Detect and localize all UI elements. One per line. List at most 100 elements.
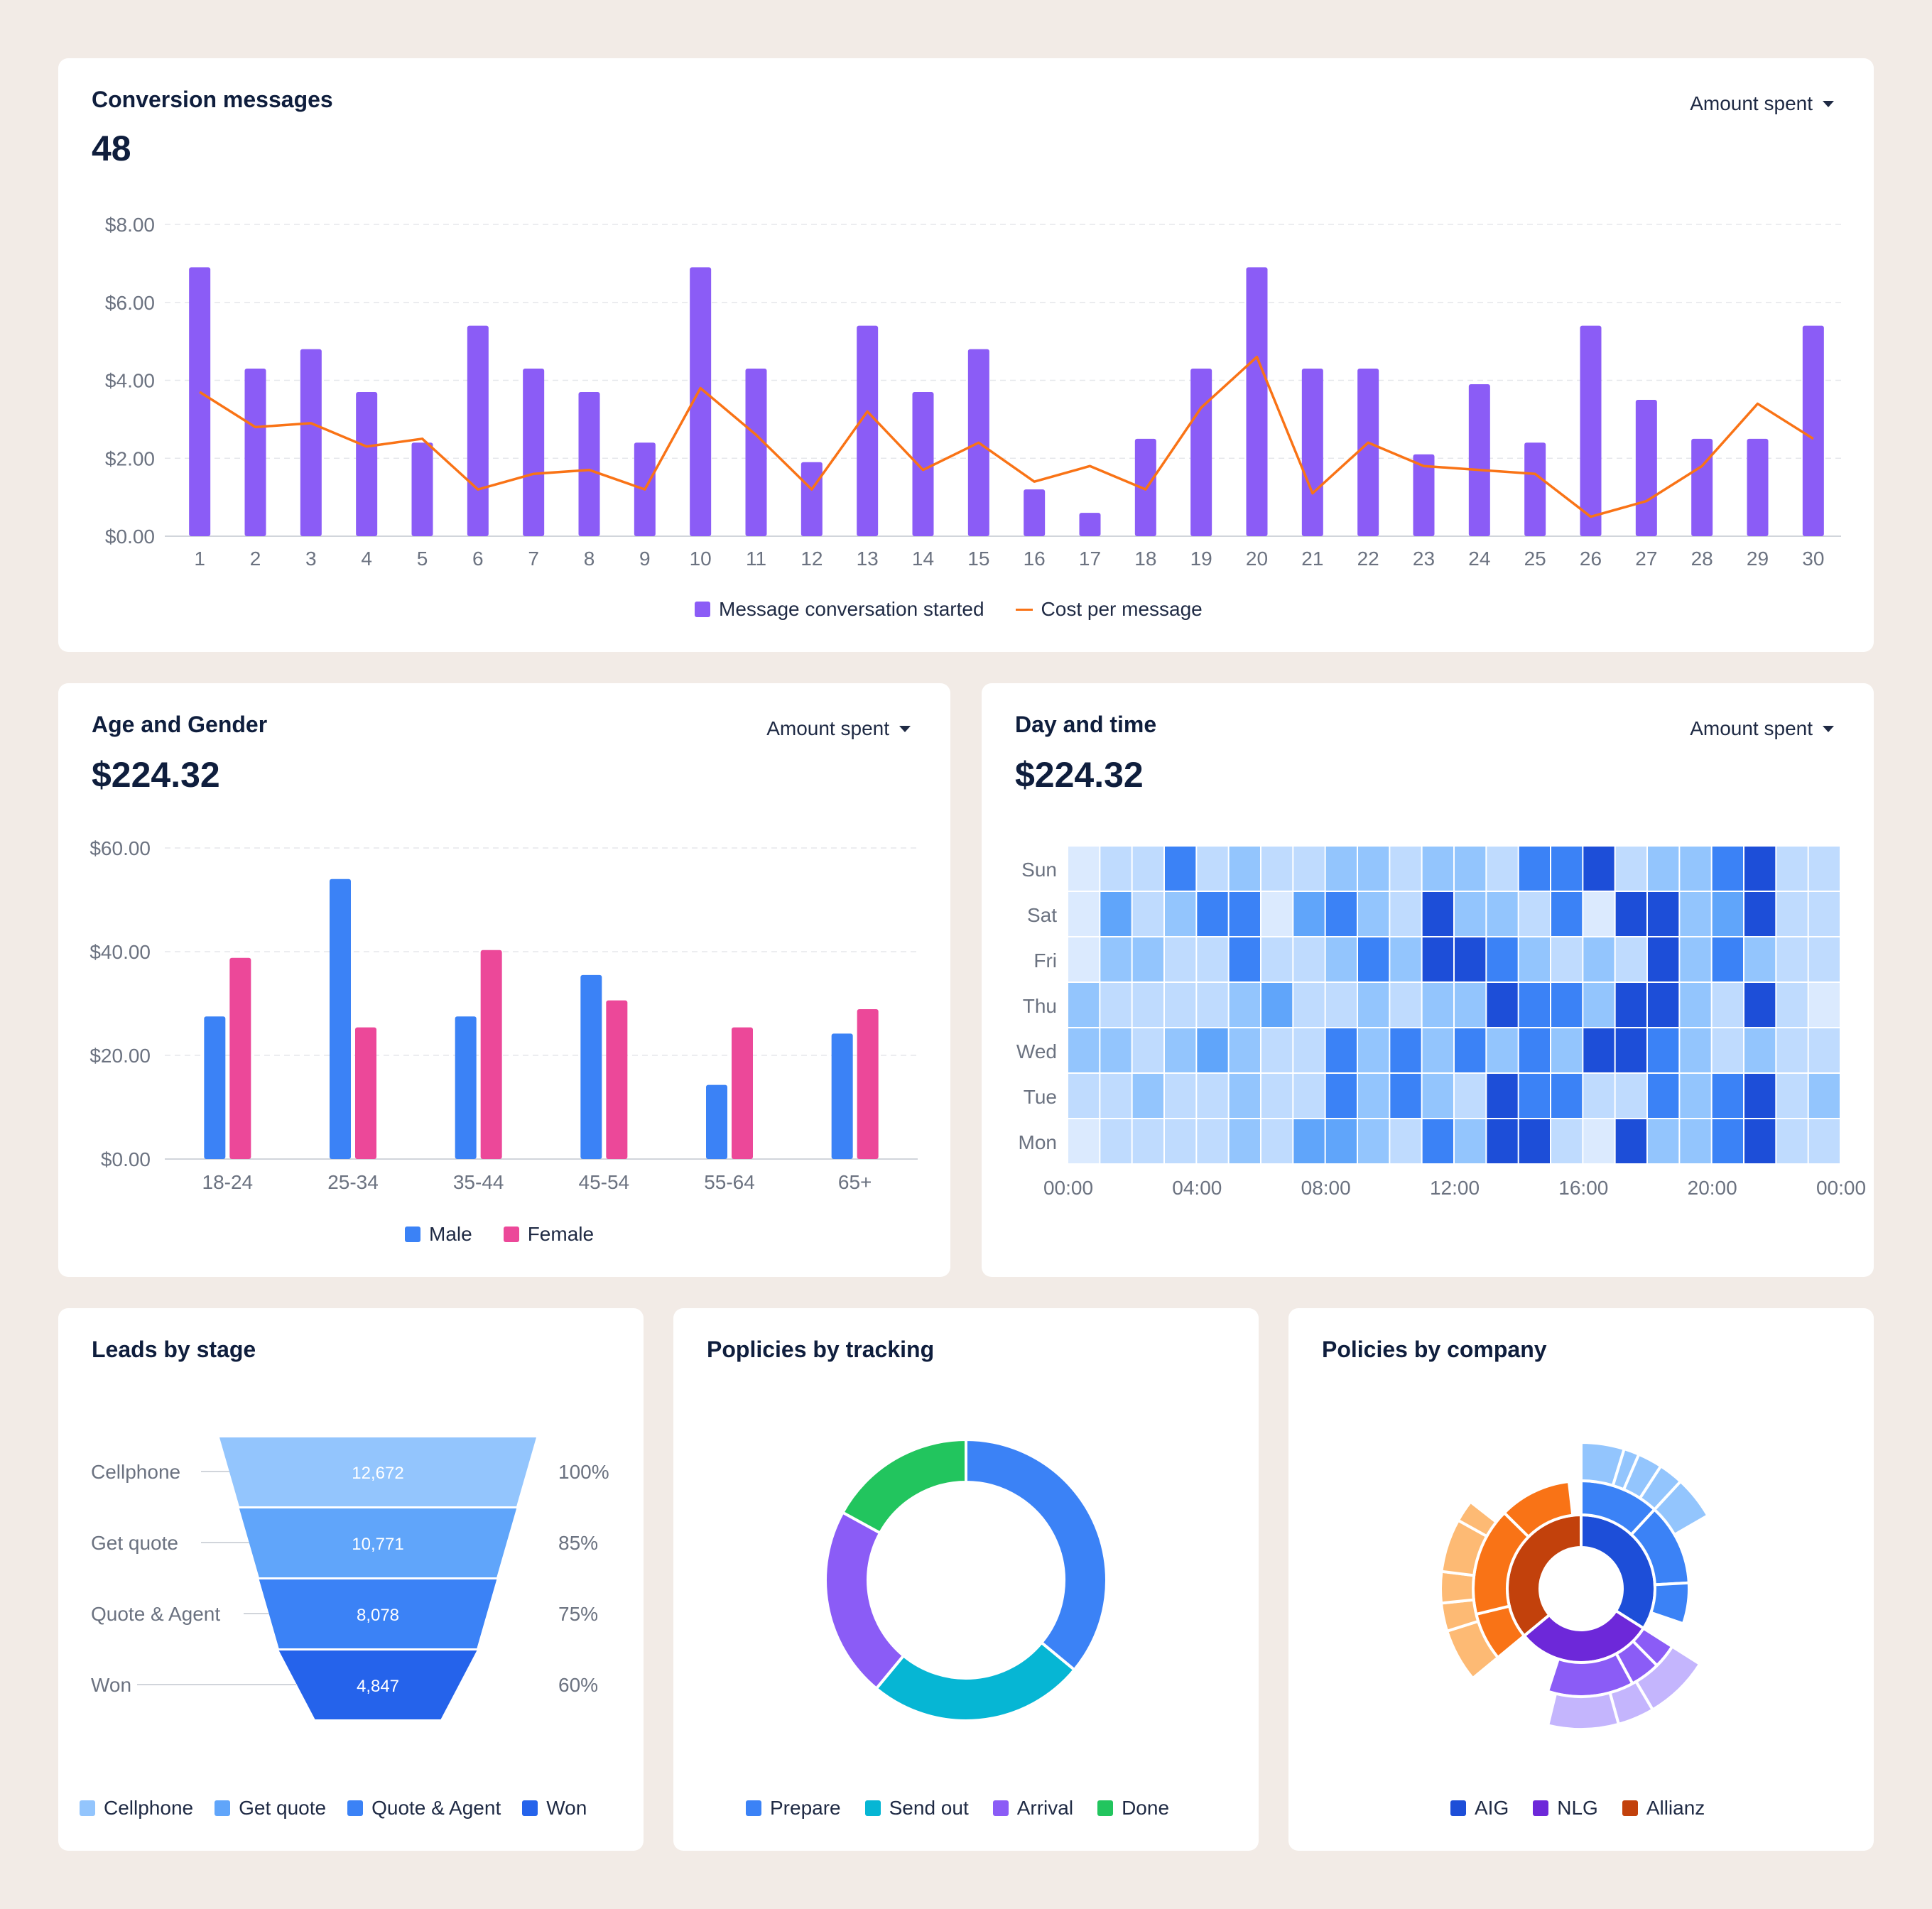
heat-cell [1455, 892, 1486, 936]
heat-cell [1712, 1028, 1743, 1072]
x-tick-label: 19 [1190, 548, 1212, 570]
bar-male [831, 1033, 853, 1159]
legend-item-prepare[interactable]: Prepare [746, 1797, 841, 1820]
legend-item-cellphone[interactable]: Cellphone [80, 1797, 193, 1820]
heat-cell [1712, 1074, 1743, 1118]
heat-cell [1325, 1074, 1357, 1118]
card-title: Leads by stage [92, 1337, 256, 1362]
heat-cell [1293, 983, 1325, 1027]
cost-line [199, 355, 1814, 518]
legend-item-won[interactable]: Won [522, 1797, 587, 1820]
row-label: Tue [1024, 1086, 1057, 1108]
legend-item-messages[interactable]: Message conversation started [695, 598, 984, 621]
bar-male [706, 1084, 727, 1159]
heat-cell [1648, 847, 1679, 891]
x-tick-label: 14 [912, 548, 934, 570]
x-tick-label: 29 [1747, 548, 1769, 570]
legend-item-get-quote[interactable]: Get quote [215, 1797, 326, 1820]
legend-swatch [347, 1800, 364, 1816]
heat-cell [1422, 1074, 1453, 1118]
heat-cell [1583, 892, 1614, 936]
heat-cell [1132, 1074, 1163, 1118]
y-tick-label: $0.00 [105, 526, 155, 548]
bar [356, 391, 378, 536]
legend-swatch [992, 1800, 1009, 1816]
heat-cell [1455, 847, 1486, 891]
heat-cell [1358, 1028, 1389, 1072]
bar [801, 462, 823, 536]
age-gender-card: Age and Gender $224.32 Amount spent $0.0… [58, 683, 950, 1277]
heat-cell [1519, 1074, 1550, 1118]
heat-cell [1325, 983, 1357, 1027]
heat-cell [1390, 937, 1421, 981]
heat-cell [1390, 1074, 1421, 1118]
policies-by-tracking-card: Poplicies by tracking Prepare Send out A… [673, 1308, 1259, 1851]
bar [912, 391, 934, 536]
bar [1524, 442, 1546, 536]
x-tick-label: 25 [1524, 548, 1546, 570]
x-tick-label: 12 [801, 548, 823, 570]
amount-spent-dropdown[interactable]: Amount spent [766, 717, 911, 740]
bar [467, 325, 489, 536]
amount-spent-dropdown[interactable]: Amount spent [1690, 92, 1834, 115]
legend-item-send-out[interactable]: Send out [864, 1797, 969, 1820]
heat-cell [1390, 847, 1421, 891]
legend-item-allianz[interactable]: Allianz [1622, 1797, 1705, 1820]
heat-cell [1165, 847, 1196, 891]
x-tick-label: 9 [639, 548, 651, 570]
heat-cell [1100, 937, 1131, 981]
caret-down-icon [1823, 100, 1834, 107]
bar [523, 369, 545, 536]
legend-item-done[interactable]: Done [1097, 1797, 1169, 1820]
funnel-segment [219, 1437, 536, 1506]
legend-item-aig[interactable]: AIG [1450, 1797, 1509, 1820]
legend-item-arrival[interactable]: Arrival [992, 1797, 1073, 1820]
x-tick-label: 3 [305, 548, 317, 570]
legend-item-nlg[interactable]: NLG [1533, 1797, 1598, 1820]
x-tick-label: 35-44 [453, 1171, 504, 1193]
dropdown-label: Amount spent [1690, 717, 1813, 739]
heat-cell [1455, 1074, 1486, 1118]
heat-cell [1165, 937, 1196, 981]
legend-label: Message conversation started [719, 598, 984, 620]
age-gender-chart: $0.00 $20.00 $40.00 $60.00 18-24 25-34 35-44 45… [89, 837, 918, 1193]
heat-cell [1551, 1074, 1583, 1118]
x-tick-label: 45-54 [579, 1171, 630, 1193]
funnel-value-label: 10,771 [352, 1535, 403, 1554]
heat-cell [1583, 1119, 1614, 1163]
heat-cell [1776, 983, 1808, 1027]
heat-cell [1615, 892, 1646, 936]
legend-swatch [522, 1800, 538, 1816]
legend-item-male[interactable]: Male [405, 1223, 472, 1246]
sunburst-middle-slice [1649, 1581, 1690, 1626]
heat-cell [1197, 1119, 1228, 1163]
card-title: Age and Gender [92, 712, 268, 737]
heat-cell [1519, 892, 1550, 936]
x-tick-label: 00:00 [1043, 1177, 1093, 1199]
x-tick-label: 6 [472, 548, 484, 570]
legend-item-cost[interactable]: Cost per message [1015, 598, 1203, 621]
bar [1468, 384, 1490, 536]
heat-cell [1744, 1074, 1776, 1118]
bar [745, 369, 767, 536]
heat-cell [1551, 1119, 1583, 1163]
legend-item-quote-agent[interactable]: Quote & Agent [347, 1797, 501, 1820]
leads-legend: Cellphone Get quote Quote & Agent Won [80, 1797, 587, 1820]
legend-label: Done [1122, 1797, 1170, 1819]
heat-cell [1776, 1119, 1808, 1163]
heat-cell [1068, 937, 1100, 981]
legend-swatch [746, 1800, 761, 1816]
heat-cell [1229, 983, 1260, 1027]
legend-label: Prepare [770, 1797, 841, 1819]
legend-swatch [1533, 1800, 1549, 1816]
heat-cell [1648, 1119, 1679, 1163]
legend-item-female[interactable]: Female [503, 1223, 594, 1246]
heat-cell [1165, 892, 1196, 936]
day-time-heatmap: Sun Sat Fri Thu Wed Tue Mon 00:00 04:00 08:00 12:0… [1016, 847, 1866, 1199]
x-tick-label: 1 [194, 548, 205, 570]
heat-cell [1358, 847, 1389, 891]
heat-cell [1551, 847, 1583, 891]
heat-cell [1422, 1028, 1453, 1072]
heat-cell [1551, 892, 1583, 936]
amount-spent-dropdown[interactable]: Amount spent [1690, 717, 1834, 740]
